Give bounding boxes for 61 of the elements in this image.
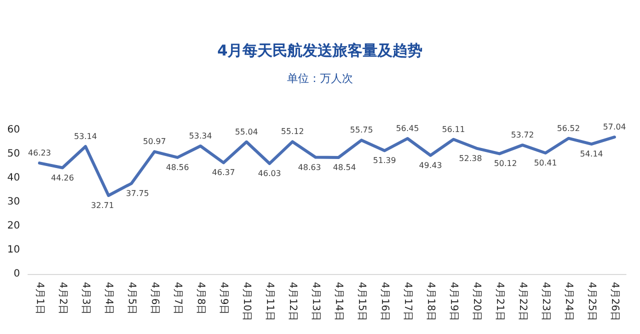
data-label: 51.39 bbox=[373, 156, 396, 166]
x-tick-label: 4月12日 bbox=[287, 282, 298, 322]
x-tick-label: 4月20日 bbox=[471, 282, 482, 322]
data-label: 50.41 bbox=[534, 158, 557, 168]
x-tick-label: 4月7日 bbox=[172, 282, 183, 315]
data-label: 48.56 bbox=[166, 162, 189, 172]
x-tick-label: 4月18日 bbox=[425, 282, 436, 322]
x-tick-label: 4月22日 bbox=[517, 282, 528, 322]
y-tick-label: 0 bbox=[14, 268, 20, 280]
data-label: 46.23 bbox=[28, 148, 51, 158]
x-tick-label: 4月8日 bbox=[195, 282, 206, 315]
x-tick-label: 4月10日 bbox=[241, 282, 252, 322]
data-label: 54.14 bbox=[580, 150, 603, 159]
y-tick-label: 50 bbox=[7, 148, 20, 160]
data-label: 46.37 bbox=[212, 168, 235, 178]
x-tick-label: 4月19日 bbox=[448, 282, 459, 322]
y-tick-label: 60 bbox=[7, 124, 20, 136]
data-label: 48.54 bbox=[333, 163, 356, 172]
data-label: 48.63 bbox=[298, 162, 321, 172]
x-tick-label: 4月23日 bbox=[540, 282, 551, 322]
data-label: 53.34 bbox=[189, 131, 212, 140]
data-label: 55.04 bbox=[235, 127, 258, 136]
data-label: 53.72 bbox=[511, 130, 534, 140]
x-tick-label: 4月5日 bbox=[126, 282, 137, 315]
data-label: 56.11 bbox=[442, 124, 465, 134]
x-tick-label: 4月3日 bbox=[80, 282, 91, 315]
data-label: 52.38 bbox=[459, 154, 482, 163]
x-tick-label: 4月16日 bbox=[379, 282, 390, 322]
x-tick-label: 4月25日 bbox=[586, 282, 597, 322]
x-tick-label: 4月4日 bbox=[103, 282, 114, 315]
x-tick-label: 4月6日 bbox=[149, 282, 160, 315]
data-label: 44.26 bbox=[51, 173, 74, 182]
data-label: 49.43 bbox=[419, 160, 442, 170]
x-tick-label: 4月9日 bbox=[218, 282, 229, 315]
y-tick-label: 20 bbox=[7, 220, 20, 232]
x-tick-label: 4月13日 bbox=[310, 282, 321, 322]
chart-subtitle: 单位：万人次 bbox=[287, 72, 353, 85]
x-tick-label: 4月14日 bbox=[333, 282, 344, 322]
x-tick-label: 4月21日 bbox=[494, 282, 505, 322]
data-label: 32.71 bbox=[91, 200, 114, 210]
data-label: 57.04 bbox=[603, 122, 626, 132]
data-label: 55.12 bbox=[281, 127, 304, 136]
data-label: 56.45 bbox=[396, 124, 419, 134]
data-label: 53.14 bbox=[74, 132, 97, 141]
data-label: 37.75 bbox=[126, 188, 149, 198]
data-label: 46.03 bbox=[258, 169, 281, 178]
data-label: 56.52 bbox=[557, 124, 580, 133]
data-label: 55.75 bbox=[350, 126, 373, 135]
x-tick-label: 4月11日 bbox=[264, 282, 275, 322]
chart-title: 4月每天民航发送旅客量及趋势 bbox=[217, 42, 423, 60]
x-tick-label: 4月26日 bbox=[609, 282, 620, 322]
x-tick-label: 4月17日 bbox=[402, 282, 413, 322]
x-tick-label: 4月2日 bbox=[57, 282, 68, 315]
y-tick-label: 30 bbox=[7, 196, 20, 208]
data-label: 50.97 bbox=[143, 137, 166, 146]
y-tick-label: 10 bbox=[7, 244, 20, 256]
x-tick-label: 4月1日 bbox=[34, 282, 45, 315]
x-tick-label: 4月15日 bbox=[356, 282, 367, 322]
y-tick-label: 40 bbox=[7, 172, 20, 184]
data-label: 50.12 bbox=[494, 159, 517, 168]
x-tick-label: 4月24日 bbox=[563, 282, 574, 322]
